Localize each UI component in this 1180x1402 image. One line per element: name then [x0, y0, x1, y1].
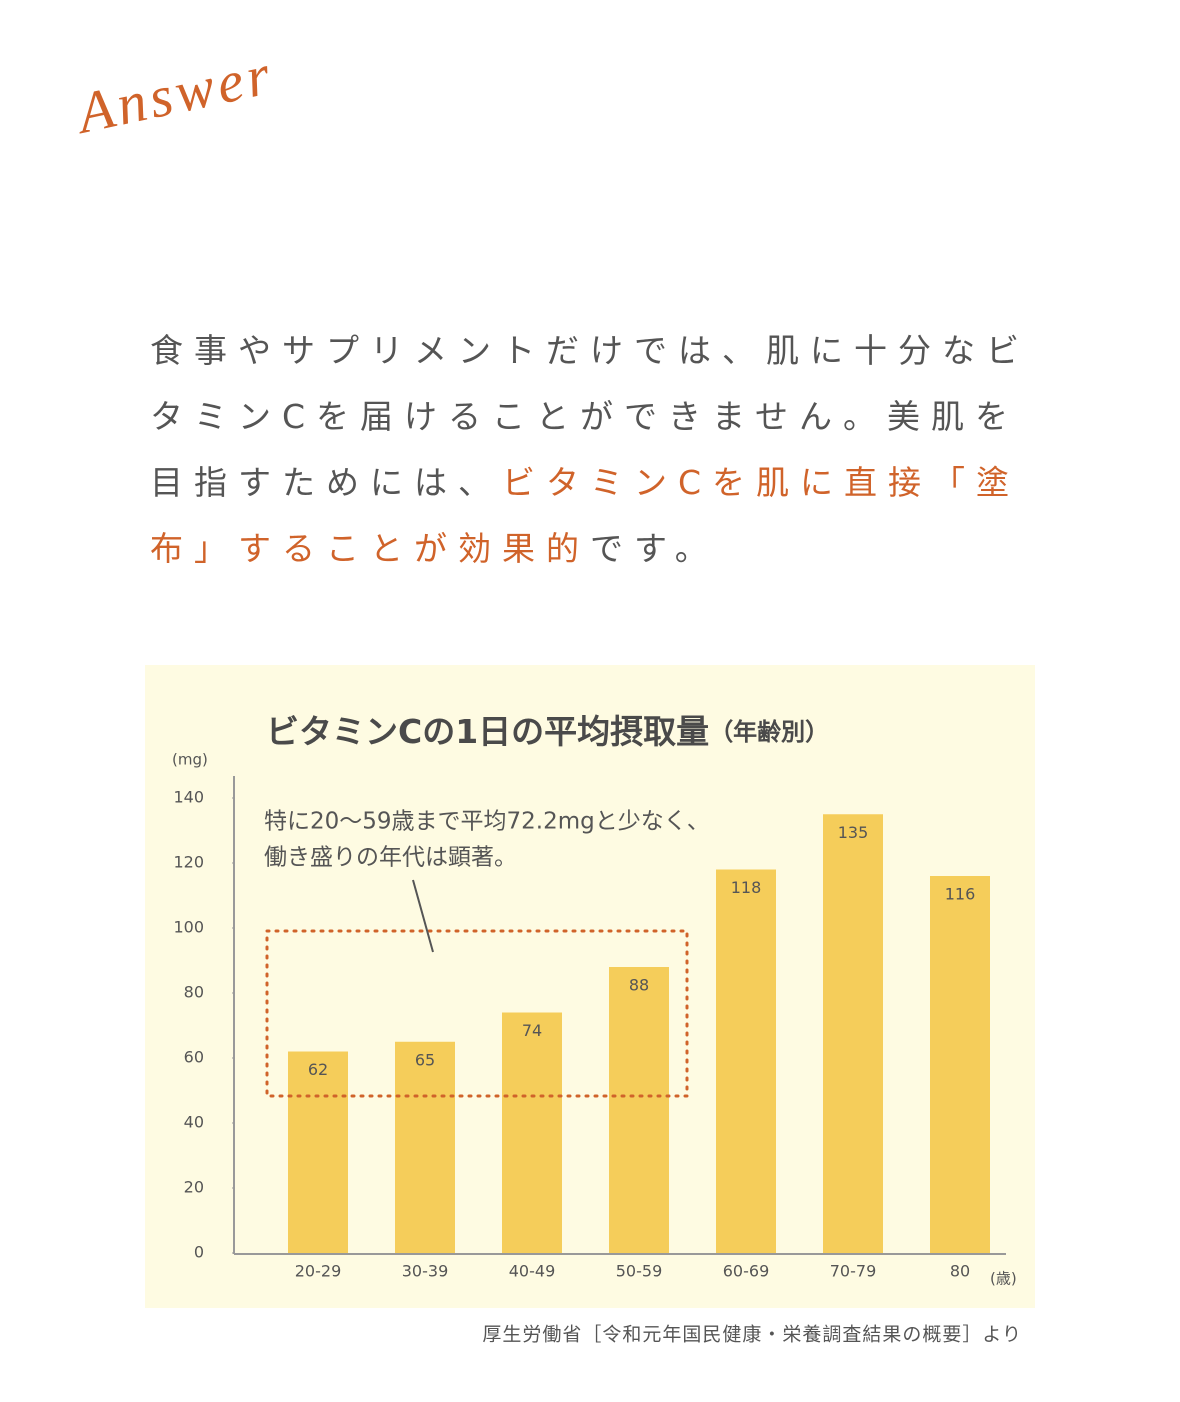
x-tick-label: 30-39	[402, 1262, 449, 1281]
paragraph: 食事やサプリメントだけでは、肌に十分なビタミンCを届けることができません。美肌を…	[150, 318, 1050, 582]
value-label: 118	[731, 878, 762, 897]
title: ビタミンCの1日の平均摂取量	[266, 712, 709, 751]
x-tick-label: 20-29	[295, 1262, 342, 1281]
source: 厚生労働省［令和元年国民健康・栄養調査結果の概要］より	[482, 1324, 1022, 1346]
annotation-line: 特に20〜59歳まで平均72.2mgと少なく、	[264, 809, 710, 835]
x-tick-label: 60-69	[723, 1262, 770, 1281]
value-label: 116	[945, 885, 976, 904]
bar	[395, 1041, 455, 1253]
bar	[930, 876, 990, 1253]
x-tick-label: 40-49	[509, 1262, 556, 1281]
subtitle: （年齢別）	[709, 718, 829, 746]
answer-label: Answer	[68, 41, 279, 147]
y-tick-label: 120	[173, 853, 204, 872]
x-tick-label: 50-59	[616, 1262, 663, 1281]
x-tick-label: 70-79	[830, 1262, 877, 1281]
y-tick-label: 100	[173, 918, 204, 937]
paragraph-segment: ビタミンCを肌に直接「塗布」することが効果的	[150, 463, 1021, 568]
chart-title: ビタミンCの1日の平均摂取量（年齢別）	[266, 712, 829, 751]
chart-background	[145, 665, 1035, 1308]
x-axis-label: (歳)	[990, 1270, 1017, 1288]
y-tick-label: 0	[194, 1243, 204, 1262]
bar	[609, 967, 669, 1253]
value-label: 62	[308, 1060, 328, 1079]
value-label: 74	[522, 1021, 542, 1040]
highlight-box	[265, 929, 689, 1098]
bars	[288, 814, 990, 1253]
y-tick-label: 20	[184, 1178, 204, 1197]
paragraph-segment: です。	[590, 529, 719, 568]
y-tick-label: 40	[184, 1113, 204, 1132]
value-label: 135	[838, 823, 869, 842]
value-label: 88	[629, 976, 649, 995]
x-tick-label: 80	[950, 1262, 970, 1281]
annotation-line: 働き盛りの年代は顕著。	[264, 845, 517, 871]
value-label: 65	[415, 1050, 435, 1069]
bar	[288, 1051, 348, 1253]
annotation-pointer	[412, 879, 434, 953]
y-tick-label: 60	[184, 1048, 204, 1067]
bar	[716, 869, 776, 1253]
y-tick-label: 80	[184, 983, 204, 1002]
y-axis-label: (mg)	[172, 751, 208, 769]
paragraph-segment: 食事やサプリメントだけでは、肌に十分なビタミンCを届けることができません。美肌を…	[150, 331, 1030, 502]
bar	[823, 814, 883, 1253]
bar	[502, 1012, 562, 1253]
y-tick-label: 140	[173, 788, 204, 807]
